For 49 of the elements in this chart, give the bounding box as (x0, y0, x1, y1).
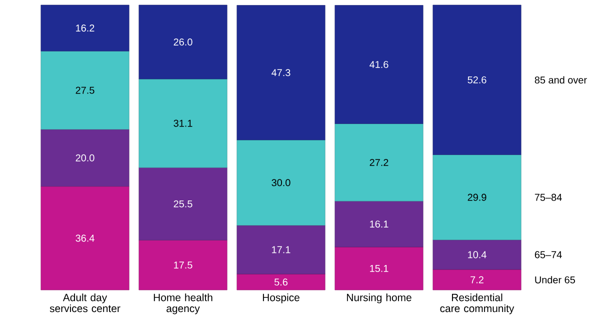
data-label: 17.5 (174, 262, 192, 269)
bar (138, 78, 228, 168)
series-label: Under 65 (535, 276, 575, 284)
bar (236, 5, 326, 140)
bar (138, 4, 228, 80)
bar (138, 240, 228, 290)
bar (432, 4, 522, 155)
bar (40, 129, 130, 187)
bar (236, 225, 326, 274)
series-label: 65–74 (534, 251, 562, 258)
data-label: 30.0 (272, 179, 290, 186)
bar (236, 140, 326, 226)
data-label: 20.0 (76, 154, 94, 162)
data-label: 16.2 (76, 24, 94, 32)
x-tick-label: Nursing home (347, 294, 412, 304)
series-label: 85 and over (534, 76, 587, 84)
data-label: 26.0 (174, 38, 192, 46)
data-label: 5.6 (274, 278, 288, 286)
data-label: 25.5 (174, 200, 192, 208)
bar (236, 274, 326, 290)
bar (432, 240, 522, 270)
data-label: 17.1 (272, 246, 290, 254)
bar (334, 201, 424, 248)
bar (40, 4, 130, 52)
data-label: 41.6 (370, 60, 388, 68)
bar (432, 269, 522, 290)
bar (138, 167, 228, 240)
x-tick-label: Residential care community (440, 294, 514, 314)
x-tick-label: Hospice (262, 294, 300, 304)
bar (40, 50, 130, 130)
series-label: 75–84 (534, 194, 562, 201)
data-label: 7.2 (470, 276, 484, 284)
data-label: 27.5 (76, 86, 94, 94)
bar (334, 124, 424, 202)
data-label: 10.4 (468, 251, 486, 258)
data-label: 15.1 (370, 265, 388, 272)
data-label: 31.1 (174, 120, 192, 127)
bar (334, 5, 424, 124)
data-label: 16.1 (370, 220, 388, 228)
x-tick-label: Adult day services center (50, 294, 120, 312)
bar (40, 186, 130, 290)
bar (334, 246, 424, 290)
x-tick-label: Home health agency (154, 294, 212, 314)
data-label: 47.3 (272, 69, 290, 76)
data-label: 52.6 (468, 76, 486, 84)
data-label: 27.2 (370, 158, 388, 166)
data-label: 36.4 (76, 234, 94, 242)
bar (432, 154, 522, 240)
data-label: 29.9 (468, 194, 486, 201)
